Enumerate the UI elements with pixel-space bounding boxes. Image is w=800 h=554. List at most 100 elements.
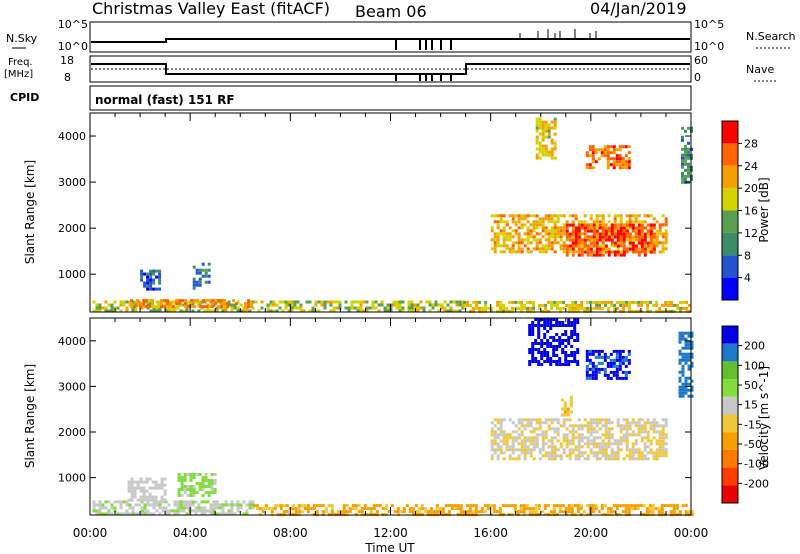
power-cell xyxy=(606,151,610,155)
velocity-cell xyxy=(357,504,361,508)
velocity-cell xyxy=(649,421,653,425)
power-cell xyxy=(553,300,557,304)
power-cell xyxy=(538,247,542,251)
power-cell xyxy=(603,148,607,152)
velocity-cell xyxy=(139,477,143,481)
power-cell xyxy=(610,241,614,245)
velocity-cell xyxy=(133,492,137,496)
freq-panel-frame xyxy=(89,55,692,83)
velocity-cell xyxy=(603,504,607,508)
velocity-cell xyxy=(125,512,129,516)
velocity-cell xyxy=(177,488,181,491)
velocity-cell xyxy=(603,358,607,362)
power-cell xyxy=(615,160,619,164)
velocity-cell xyxy=(556,448,560,452)
velocity-cell xyxy=(517,442,521,446)
power-cell xyxy=(625,223,629,227)
power-cell xyxy=(410,303,414,307)
power-cell xyxy=(236,300,240,304)
velocity-cell xyxy=(101,503,105,507)
velocity-colorbar-segment xyxy=(722,361,738,380)
power-cell xyxy=(502,229,506,233)
velocity-cell xyxy=(119,503,123,507)
velocity-colorbar-segment xyxy=(722,343,738,362)
velocity-cell xyxy=(546,351,550,354)
power-cell xyxy=(247,299,251,303)
velocity-cell xyxy=(192,491,196,494)
power-cell xyxy=(484,303,488,307)
power-cell xyxy=(577,232,581,236)
power-cell xyxy=(215,309,219,313)
velocity-cell xyxy=(531,351,535,354)
velocity-cell xyxy=(160,495,164,499)
power-cell xyxy=(431,306,435,310)
power-cell xyxy=(160,302,164,306)
power-cell xyxy=(523,232,527,236)
power-cell xyxy=(592,223,596,227)
velocity-cell xyxy=(681,334,685,338)
power-colorbar-tick-label: 4 xyxy=(744,272,751,285)
power-cell xyxy=(577,220,581,224)
power-cell xyxy=(202,305,206,309)
power-cell xyxy=(195,268,199,272)
velocity-cell xyxy=(646,430,650,434)
velocity-cell xyxy=(130,498,134,502)
power-cell xyxy=(541,220,545,224)
power-cell xyxy=(398,306,402,310)
velocity-cell xyxy=(471,510,475,514)
power-cell xyxy=(538,141,542,145)
power-cell xyxy=(664,217,668,221)
velocity-cell xyxy=(569,410,573,414)
power-cell xyxy=(667,303,671,307)
velocity-cell xyxy=(634,421,638,425)
power-cell xyxy=(211,305,215,309)
velocity-cell xyxy=(534,318,538,321)
velocity-cell xyxy=(574,448,578,452)
power-cell xyxy=(556,303,560,307)
velocity-cell xyxy=(526,418,530,422)
power-cell xyxy=(499,214,503,218)
velocity-cell xyxy=(561,348,565,351)
velocity-cell xyxy=(378,504,382,508)
velocity-cell xyxy=(183,488,187,491)
velocity-cell xyxy=(140,509,144,513)
velocity-cell xyxy=(496,454,500,458)
power-cell xyxy=(598,223,602,227)
velocity-cell xyxy=(520,439,524,443)
xtick-label: 20:00 xyxy=(574,526,609,540)
velocity-cell xyxy=(490,433,494,437)
power-cell xyxy=(201,268,205,272)
velocity-cell xyxy=(520,451,524,455)
power-cell xyxy=(535,120,539,124)
power-cell xyxy=(550,150,554,154)
power-cell xyxy=(625,229,629,233)
power-cell xyxy=(661,250,665,254)
power-cell xyxy=(380,303,384,307)
power-cell xyxy=(685,300,689,304)
velocity-cell xyxy=(510,504,514,508)
velocity-cell xyxy=(143,506,147,510)
velocity-cell xyxy=(550,457,554,461)
velocity-cell xyxy=(255,507,259,511)
power-cell xyxy=(472,309,476,313)
power-cell xyxy=(646,250,650,254)
power-cell xyxy=(616,214,620,218)
power-cell xyxy=(192,280,196,284)
velocity-cell xyxy=(558,321,562,324)
power-cell xyxy=(606,166,610,170)
velocity-cell xyxy=(567,324,571,327)
velocity-cell xyxy=(573,339,577,342)
power-cell xyxy=(92,300,96,304)
power-cell xyxy=(661,232,665,236)
velocity-cell xyxy=(215,512,219,516)
power-cell xyxy=(610,238,614,242)
velocity-cell xyxy=(565,433,569,437)
velocity-cell xyxy=(508,436,512,440)
power-cell xyxy=(601,247,605,251)
power-cell xyxy=(538,123,542,127)
velocity-cell xyxy=(525,507,529,511)
velocity-cell xyxy=(625,436,629,440)
velocity-cell xyxy=(609,358,613,362)
velocity-cell xyxy=(589,448,593,452)
velocity-cell xyxy=(315,510,319,514)
